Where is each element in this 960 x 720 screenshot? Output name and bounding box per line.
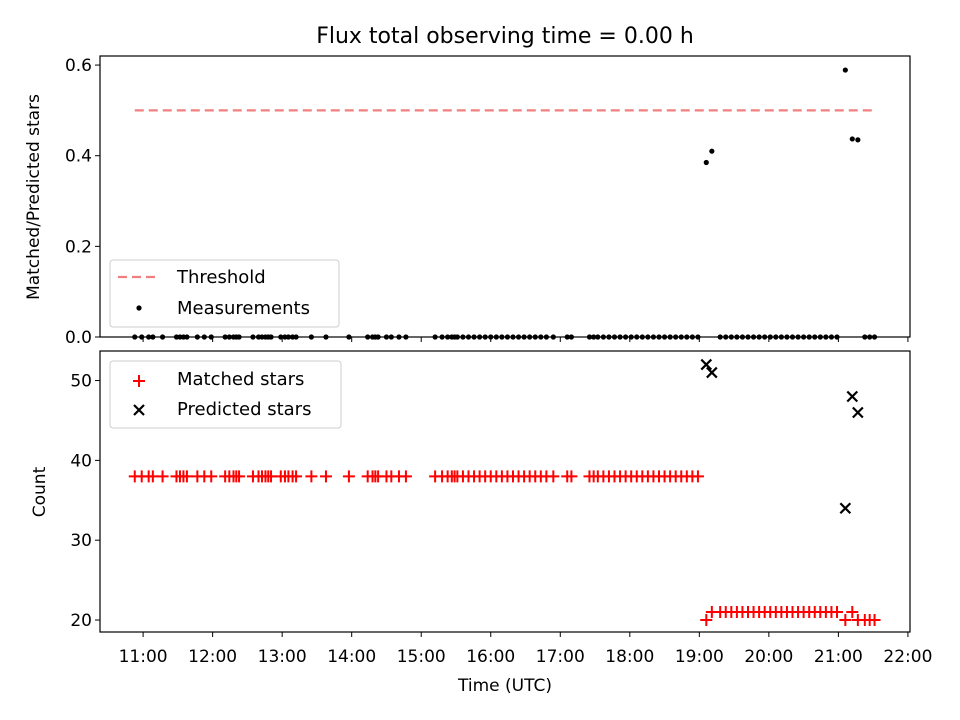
matched-star-marker [319, 470, 332, 483]
matched-star-marker [830, 606, 843, 619]
count-y-axis-label: Count [30, 466, 50, 517]
count-points-layer [128, 358, 881, 627]
matched-star-marker [868, 614, 881, 627]
x-tick-label: 22:00 [883, 647, 932, 667]
legend-measurements-swatch [136, 305, 142, 311]
x-tick-label: 20:00 [744, 647, 793, 667]
matched-star-marker [205, 470, 218, 483]
predicted-star-marker [852, 406, 864, 419]
count-legend: Matched stars Predicted stars [109, 360, 342, 429]
y-tick-label: 0.2 [65, 237, 92, 257]
matched-star-marker [565, 470, 578, 483]
matched-star-marker [290, 470, 303, 483]
x-tick-label: 17:00 [536, 647, 585, 667]
matched-star-marker [342, 470, 355, 483]
predicted-star-marker [846, 390, 859, 403]
matched-star-marker [305, 470, 318, 483]
chart-title: Flux total observing time = 0.00 h [316, 24, 694, 49]
ratio-panel: 0.0 0.2 0.4 0.6 Matched/Predicted stars Thr… [24, 55, 911, 348]
measurement-point [842, 67, 848, 73]
x-tick-label: 21:00 [814, 647, 863, 667]
matched-star-marker [233, 470, 246, 483]
legend-threshold-label: Threshold [176, 267, 266, 288]
y-tick-label: 0.0 [65, 328, 92, 348]
x-tick-label: 16:00 [466, 647, 515, 667]
x-axis-label: Time (UTC) [457, 676, 552, 696]
y-tick-label: 0.4 [65, 147, 92, 167]
legend-measurements-label: Measurements [177, 298, 310, 319]
ratio-legend-box [109, 259, 340, 328]
predicted-star-marker [700, 358, 713, 371]
x-tick-label: 13:00 [258, 647, 307, 667]
matched-star-marker [180, 470, 193, 483]
count-plot-frame [99, 350, 911, 633]
legend-matched-swatch [133, 375, 145, 387]
y-tick-label: 0.6 [65, 56, 92, 76]
x-tick-label: 19:00 [675, 647, 724, 667]
legend-matched-label: Matched stars [177, 369, 304, 390]
matched-star-marker [846, 606, 859, 619]
count-legend-box [109, 360, 342, 429]
legend-predicted-swatch [133, 404, 145, 416]
matched-star-marker [156, 470, 169, 483]
matched-star-marker [547, 470, 560, 483]
count-x-axis: 11:00 12:00 13:00 14:00 15:00 16:00 17:00 18:00… [119, 632, 932, 667]
x-tick-label: 15:00 [397, 647, 446, 667]
measurement-point [703, 159, 709, 166]
y-tick-label: 30 [70, 531, 92, 551]
ratio-y-axis: 0.0 0.2 0.4 0.6 [65, 56, 100, 348]
y-tick-label: 50 [70, 372, 92, 392]
measurement-point [855, 137, 861, 143]
matched-star-marker [839, 614, 852, 627]
x-tick-label: 18:00 [605, 647, 654, 667]
x-tick-label: 11:00 [119, 647, 168, 667]
matched-star-marker [691, 470, 704, 483]
predicted-star-marker [706, 366, 718, 379]
x-tick-label: 14:00 [327, 647, 376, 667]
ratio-legend: Threshold Measurements [109, 259, 340, 328]
y-tick-label: 40 [70, 451, 92, 471]
x-tick-label: 12:00 [188, 647, 237, 667]
ratio-y-axis-label: Matched/Predicted stars [24, 94, 44, 300]
measurement-point [849, 136, 855, 142]
ratio-plot-frame [99, 55, 911, 338]
matched-star-marker [700, 614, 713, 627]
ratio-x-ticks [142, 337, 909, 342]
matched-star-marker [399, 470, 412, 483]
count-y-axis: 20 30 40 50 [70, 372, 100, 631]
legend-predicted-label: Predicted stars [177, 399, 311, 420]
measurement-point [709, 148, 715, 154]
predicted-star-marker [839, 502, 852, 515]
measurement-points-layer [132, 67, 878, 340]
y-tick-label: 20 [70, 611, 92, 631]
